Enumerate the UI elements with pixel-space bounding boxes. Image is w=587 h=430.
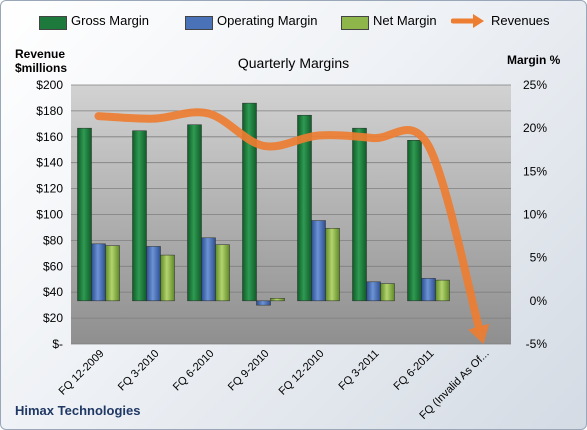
- bar-net-margin: [380, 283, 395, 302]
- left-tick-label: $80: [43, 233, 63, 247]
- bar-gross-margin: [77, 127, 92, 302]
- bar-net-margin: [105, 245, 120, 302]
- legend-swatch-gross: [39, 16, 67, 30]
- legend-arrow-icon: [451, 14, 484, 28]
- bar-gross-margin: [187, 124, 202, 302]
- right-tick-label: 20%: [523, 121, 547, 135]
- right-tick-label: 0%: [530, 294, 548, 308]
- bar-gross-margin: [132, 130, 147, 302]
- x-tick-label: FQ 6-2010: [171, 348, 217, 394]
- x-tick-label: FQ 12-2010: [277, 348, 327, 398]
- bar-net-margin: [270, 297, 285, 302]
- right-tick-label: 15%: [523, 164, 547, 178]
- right-tick-label: 25%: [523, 78, 547, 92]
- bar-operating-margin: [256, 300, 271, 306]
- x-tick-label: FQ 6-2011: [392, 348, 437, 393]
- bar-net-margin: [160, 254, 175, 302]
- legend: Gross Margin Operating Margin Net Margin…: [1, 7, 586, 37]
- legend-revenues: Revenues: [451, 13, 550, 28]
- chart-title: Quarterly Margins: [237, 55, 350, 71]
- legend-gross-margin: Gross Margin: [39, 13, 150, 30]
- bar-gross-margin: [352, 127, 367, 302]
- right-tick-label: -5%: [526, 337, 548, 351]
- left-tick-label: $-: [52, 337, 63, 351]
- legend-label-operating: Operating Margin: [217, 13, 318, 28]
- bar-net-margin: [435, 279, 450, 302]
- legend-operating-margin: Operating Margin: [185, 13, 318, 30]
- revenue-path: [94, 108, 483, 331]
- left-tick-label: $40: [43, 285, 63, 299]
- legend-net-margin: Net Margin: [341, 13, 437, 30]
- bar-operating-margin: [91, 243, 106, 302]
- left-axis-title: Revenue $millions: [15, 47, 68, 75]
- revenue-arrowhead: [468, 323, 490, 344]
- legend-swatch-operating: [185, 16, 213, 30]
- bar-operating-margin: [366, 281, 381, 302]
- right-axis-title: Margin %: [507, 53, 561, 67]
- left-tick-label: $20: [43, 311, 63, 325]
- left-tick-label: $180: [36, 104, 63, 118]
- revenue-line: [94, 108, 490, 344]
- left-tick-label: $60: [43, 259, 63, 273]
- right-axis-ticks: -5% 0% 5% 10% 15% 20% 25%: [523, 78, 547, 351]
- bars: [77, 102, 450, 306]
- x-tick-label: FQ 3-2010: [116, 348, 162, 394]
- x-tick-label: FQ 3-2011: [337, 348, 382, 393]
- bar-operating-margin: [201, 237, 216, 302]
- legend-label-gross: Gross Margin: [71, 13, 150, 28]
- bar-operating-margin: [421, 278, 436, 302]
- bar-operating-margin: [146, 246, 161, 302]
- x-tick-label: FQ 12-2009: [57, 348, 107, 398]
- legend-label-revenues: Revenues: [491, 13, 550, 28]
- bar-gross-margin: [407, 140, 422, 302]
- bar-operating-margin: [311, 220, 326, 302]
- left-tick-label: $120: [36, 182, 63, 196]
- left-tick-label: $200: [36, 78, 63, 92]
- left-tick-label: $160: [36, 130, 63, 144]
- left-tick-label: $100: [36, 208, 63, 222]
- x-tick-label: FQ 9-2010: [226, 348, 272, 394]
- legend-swatch-net: [341, 16, 369, 30]
- bar-net-margin: [215, 244, 230, 302]
- legend-label-net: Net Margin: [373, 13, 437, 28]
- bar-gross-margin: [297, 114, 312, 302]
- right-tick-label: 10%: [523, 208, 547, 222]
- bar-gross-margin: [242, 102, 257, 302]
- right-tick-label: 5%: [530, 251, 548, 265]
- left-tick-label: $140: [36, 156, 63, 170]
- left-axis-ticks: $- $20 $40 $60 $80 $100 $120 $140 $160 $180 $200: [36, 78, 63, 351]
- company-name: Himax Technologies: [15, 403, 141, 418]
- bar-net-margin: [325, 228, 340, 302]
